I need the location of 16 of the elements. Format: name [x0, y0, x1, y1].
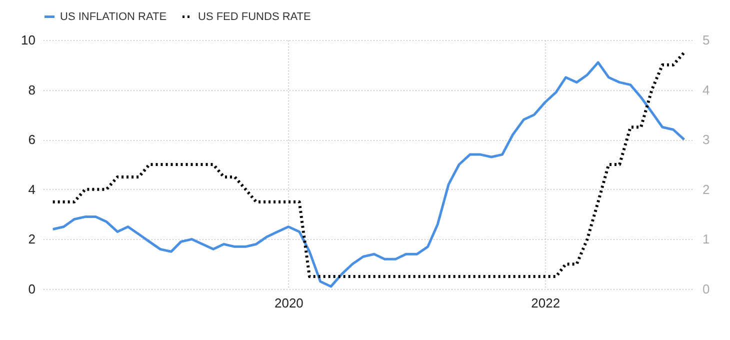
- y-tick-label: 6: [28, 132, 36, 148]
- y2-tick-label: 4: [702, 82, 710, 98]
- y-tick-label: 8: [28, 82, 36, 98]
- y2-tick-label: 2: [702, 182, 710, 197]
- y2-tick-label: 0: [702, 282, 710, 296]
- x-tick-label: 2020: [274, 296, 304, 310]
- y-tick-label: 4: [28, 182, 36, 197]
- y2-tick-label: 5: [702, 32, 710, 48]
- y2-tick-label: 1: [702, 232, 710, 247]
- x-tick-label: 2022: [531, 296, 560, 310]
- y-tick-label: 10: [21, 32, 36, 48]
- y-tick-label: 0: [28, 282, 36, 296]
- legend-label: US FED FUNDS RATE: [198, 10, 311, 23]
- y-tick-label: 2: [28, 232, 36, 247]
- legend-label: US INFLATION RATE: [60, 10, 167, 23]
- y2-tick-label: 3: [702, 132, 710, 148]
